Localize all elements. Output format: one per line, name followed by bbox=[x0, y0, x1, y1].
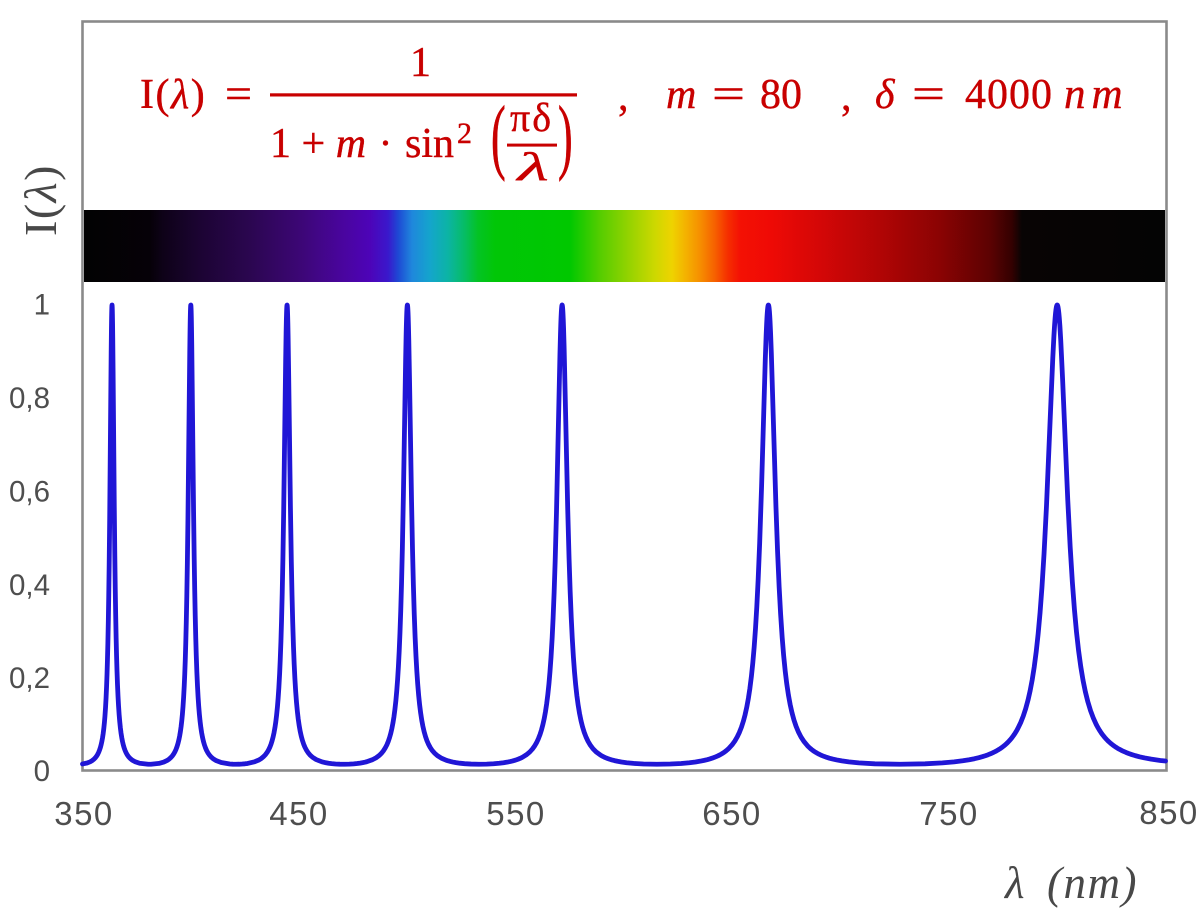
svg-text:πδ: πδ bbox=[510, 95, 553, 140]
svg-text:4000: 4000 bbox=[965, 72, 1053, 118]
svg-text:I(λ): I(λ) bbox=[15, 164, 66, 236]
svg-text:80: 80 bbox=[760, 72, 802, 118]
svg-text:nm: nm bbox=[1064, 71, 1129, 118]
svg-text:m: m bbox=[666, 72, 696, 118]
svg-text:1: 1 bbox=[34, 289, 50, 322]
svg-text:,: , bbox=[618, 74, 629, 120]
svg-text:0,8: 0,8 bbox=[9, 382, 50, 415]
svg-text:850: 850 bbox=[1139, 794, 1199, 831]
svg-text:=: = bbox=[912, 72, 945, 118]
svg-text:I(λ): I(λ) bbox=[140, 72, 206, 118]
svg-text:0,2: 0,2 bbox=[9, 662, 50, 695]
svg-text:1: 1 bbox=[410, 40, 431, 86]
svg-text:,: , bbox=[841, 74, 852, 120]
svg-text:650: 650 bbox=[702, 795, 762, 832]
svg-text:(nm): (nm) bbox=[1047, 858, 1138, 908]
svg-text:=: = bbox=[712, 72, 745, 118]
svg-text:): ) bbox=[558, 89, 573, 183]
svg-text:δ: δ bbox=[875, 72, 896, 118]
svg-text:0: 0 bbox=[34, 755, 50, 788]
svg-text:550: 550 bbox=[486, 795, 546, 832]
svg-text:0,4: 0,4 bbox=[9, 569, 50, 602]
svg-text:=: = bbox=[225, 72, 252, 118]
svg-text:0,6: 0,6 bbox=[9, 476, 50, 509]
svg-text:750: 750 bbox=[919, 795, 979, 832]
svg-text:λ: λ bbox=[515, 144, 549, 189]
svg-text:450: 450 bbox=[269, 795, 329, 832]
svg-text:λ: λ bbox=[1003, 858, 1025, 908]
svg-text:(: ( bbox=[491, 89, 506, 183]
svg-text:350: 350 bbox=[54, 795, 114, 832]
